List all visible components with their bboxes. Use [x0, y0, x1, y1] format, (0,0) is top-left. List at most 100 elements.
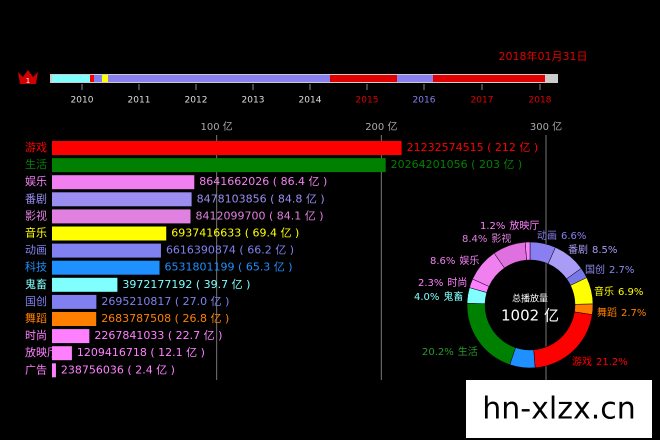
- slice-label-part: 8.4%: [462, 234, 487, 245]
- crown: [18, 70, 38, 84]
- bar: [52, 260, 160, 275]
- timeline-bar: [50, 74, 558, 83]
- rank: 1: [26, 77, 30, 85]
- category-label: 番剧: [25, 192, 47, 205]
- category-label: 放映厅: [25, 345, 58, 359]
- donut-slice: [524, 241, 531, 261]
- value-label: 6531801199 ( 65.3 亿 ): [165, 261, 293, 274]
- year-label: 2011: [128, 96, 151, 106]
- year-label: 2013: [242, 96, 265, 106]
- slice-label: 8.6% 娱乐: [430, 254, 479, 267]
- slice-label-part: 6.9%: [618, 287, 643, 298]
- date-label: 2018年01月31日: [499, 49, 588, 63]
- category-label: 游戏: [25, 141, 47, 154]
- slice-label-part: 4.0%: [414, 292, 439, 303]
- value-label: 21232574515 ( 212 亿 ): [407, 141, 539, 154]
- slice-label-part: 国创: [585, 263, 605, 276]
- bar: [52, 192, 192, 207]
- bar: [52, 294, 97, 309]
- slice-label-part: 生活: [458, 345, 478, 358]
- bar: [52, 346, 72, 361]
- value-label: 2695210817 ( 27.0 亿 ): [101, 295, 229, 308]
- year-label: 2010: [71, 96, 94, 106]
- timeline-segment: [102, 75, 108, 82]
- bar: [52, 158, 386, 173]
- bar: [52, 175, 195, 190]
- slice-label: 1.2% 放映厅: [480, 219, 539, 232]
- slice-label-part: 20.2%: [422, 347, 454, 358]
- slice-label: 游戏 21.2%: [572, 355, 628, 368]
- value-label: 6937416633 ( 69.4 亿 ): [171, 227, 299, 240]
- slice-label-part: 2.7%: [609, 265, 634, 276]
- slice-label: 音乐 6.9%: [594, 285, 643, 298]
- watermark: hn-xlzx.cn: [482, 392, 636, 427]
- timeline-segment: [397, 75, 433, 82]
- timeline-segment: [90, 75, 94, 82]
- year-label: 2014: [299, 96, 322, 106]
- slice-label: 20.2% 生活: [422, 345, 478, 358]
- category-label: 国创: [25, 295, 47, 308]
- crown-icon: 1: [18, 70, 38, 85]
- bar: [52, 312, 97, 326]
- slice-label-part: 放映厅: [509, 219, 539, 232]
- bar: [52, 243, 161, 258]
- slice-label-part: 1.2%: [480, 221, 505, 232]
- year-label: 2016: [413, 96, 436, 106]
- category-label: 鬼畜: [25, 277, 47, 291]
- value-label: 8641662026 ( 86.4 亿 ): [199, 175, 327, 188]
- slice-label-part: 8.6%: [430, 256, 455, 267]
- slice-label-part: 影视: [491, 232, 511, 245]
- slice-label-part: 音乐: [594, 285, 614, 298]
- slice-label-part: 动画: [537, 230, 557, 242]
- timeline-segment: [52, 75, 90, 82]
- slice-label: 番剧 8.5%: [568, 244, 617, 256]
- x-tick-label: 200 亿: [365, 120, 397, 133]
- value-label: 8412099700 ( 84.1 亿 ): [196, 209, 324, 222]
- category-label: 生活: [25, 157, 47, 171]
- category-label: 音乐: [25, 226, 47, 240]
- value-label: 2267841033 ( 22.7 亿 ): [94, 329, 222, 342]
- category-label: 娱乐: [25, 174, 47, 188]
- slice-label: 舞蹈 2.7%: [597, 307, 646, 319]
- category-label: 舞蹈: [25, 312, 47, 325]
- slice-label: 2.3% 时尚: [418, 276, 467, 289]
- slice-label-part: 21.2%: [596, 357, 628, 368]
- slice-label-part: 娱乐: [459, 254, 479, 267]
- slice-label-part: 8.5%: [592, 245, 617, 256]
- slice-label-part: 舞蹈: [597, 307, 617, 319]
- slice-label-part: 6.6%: [561, 231, 586, 242]
- category-label: 影视: [25, 208, 47, 222]
- slice-label-part: 鬼畜: [443, 290, 463, 303]
- year-label: 2017: [471, 96, 494, 106]
- slice-label-part: 时尚: [447, 276, 467, 289]
- bar: [52, 329, 90, 344]
- center-value: 1002 亿: [501, 307, 559, 325]
- value-label: 8478103856 ( 84.8 亿 ): [197, 192, 325, 205]
- bar: [52, 141, 402, 155]
- bar: [52, 209, 191, 224]
- year-label: 2012: [185, 96, 208, 106]
- center-label: 总播放量: [512, 293, 548, 305]
- slice-label: 4.0% 鬼畜: [414, 290, 463, 303]
- slice-label: 国创 2.7%: [585, 263, 634, 276]
- timeline-segment: [94, 75, 102, 82]
- slice-label: 动画 6.6%: [537, 230, 586, 242]
- x-tick-label: 300 亿: [530, 120, 562, 133]
- watermark-box: [466, 380, 652, 438]
- timeline-segment: [108, 75, 330, 82]
- value-label: 2683787508 ( 26.8 亿 ): [101, 312, 229, 325]
- bar: [52, 277, 118, 292]
- category-label: 广告: [25, 363, 47, 376]
- year-label: 2015: [356, 96, 379, 106]
- slice-label: 8.4% 影视: [462, 232, 511, 245]
- value-label: 1209416718 ( 12.1 亿 ): [77, 346, 205, 359]
- value-label: 20264201056 ( 203 亿 ): [391, 158, 523, 171]
- bar: [52, 226, 167, 241]
- slice-label-part: 番剧: [568, 244, 588, 256]
- value-label: 6616390874 ( 66.2 亿 ): [166, 244, 294, 257]
- value-label: 3972177192 ( 39.7 亿 ): [122, 278, 250, 291]
- category-label: 科技: [25, 260, 47, 274]
- slice-label-part: 2.3%: [418, 278, 443, 289]
- category-label: 时尚: [25, 328, 47, 342]
